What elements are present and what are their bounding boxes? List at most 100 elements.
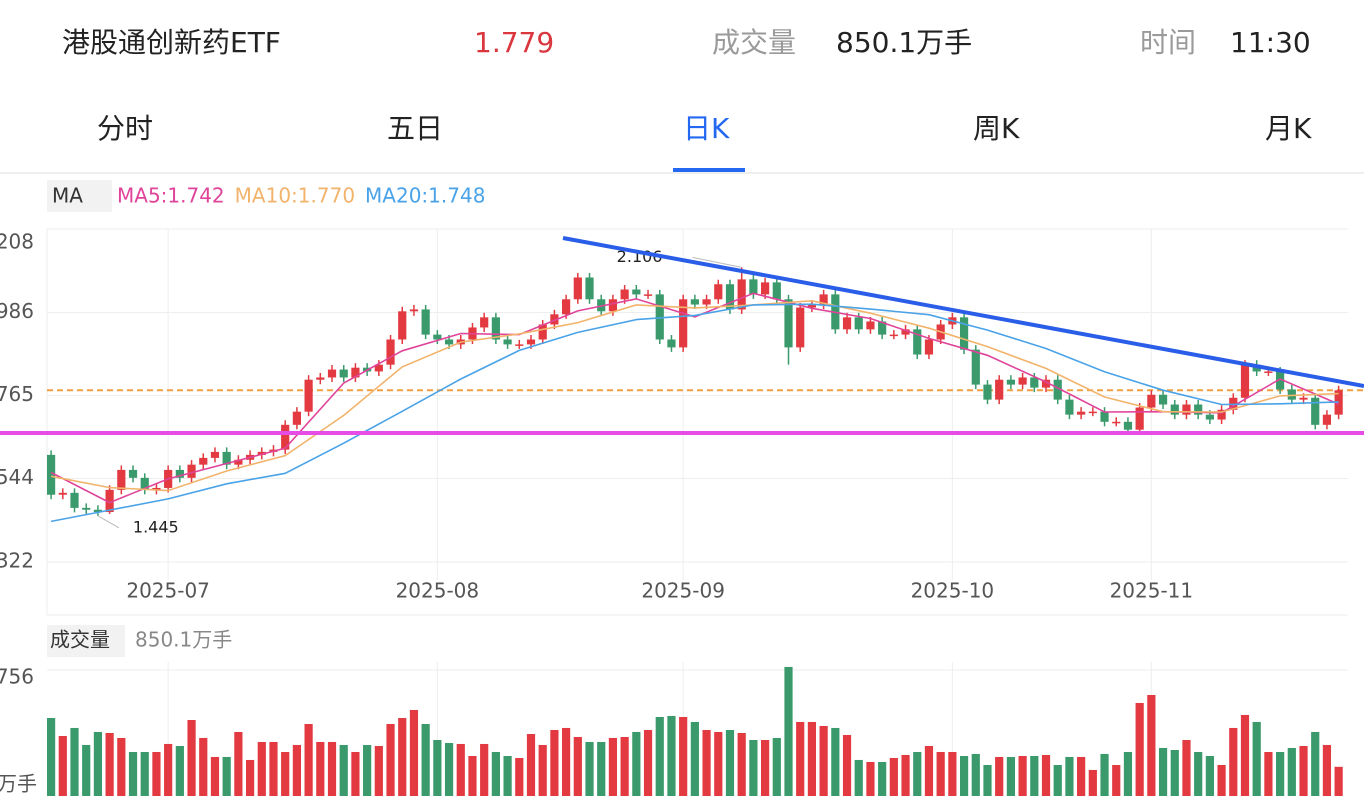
- candle-body: [1299, 397, 1308, 400]
- volume-bar: [1311, 731, 1320, 796]
- candle-body: [702, 299, 711, 305]
- candle-body: [82, 507, 91, 510]
- volume-bar: [70, 727, 79, 796]
- candle-body: [550, 314, 559, 325]
- volume-bar: [995, 756, 1004, 796]
- volume-bar: [1287, 747, 1296, 796]
- tab[interactable]: 分时: [97, 112, 153, 145]
- candle-body: [714, 284, 723, 300]
- candle-body: [199, 457, 208, 465]
- volume-bar: [327, 741, 337, 796]
- candle-body: [140, 477, 149, 490]
- indicator-box: [47, 180, 112, 212]
- candle-body: [924, 339, 934, 355]
- volume-bar: [889, 757, 898, 796]
- candle-body: [1088, 411, 1097, 414]
- kline-chart: 2.208 1.986 1.765 1.544 1.322 2025-07 2025-08 2…: [0, 184, 1364, 796]
- candle-body: [632, 289, 641, 295]
- volume-bar: [480, 743, 489, 796]
- annotation-label: 1.445: [133, 517, 179, 536]
- volume-bar: [901, 754, 910, 796]
- trend-line: [562, 236, 1364, 388]
- candle-body: [878, 321, 887, 335]
- volume-bar: [924, 745, 934, 796]
- y-tick-label: 1.544: [0, 465, 34, 489]
- candle-body: [526, 339, 536, 345]
- candle-body: [1123, 421, 1133, 430]
- candle-body: [889, 334, 898, 337]
- volume-panel-value: 850.1万手: [135, 628, 232, 652]
- volume-bar: [1252, 721, 1261, 796]
- volume-bar: [1077, 756, 1086, 796]
- ma-line: [50, 303, 1339, 523]
- candle-body: [1194, 404, 1203, 415]
- volume-bar: [760, 740, 770, 796]
- volume-bar: [152, 751, 161, 796]
- candle-body: [1217, 409, 1226, 420]
- volume-bar: [1264, 751, 1273, 796]
- volume-bar: [714, 731, 723, 796]
- volume-bar: [281, 751, 290, 796]
- candle-body: [421, 309, 430, 335]
- indicator-label: MA: [52, 184, 83, 208]
- candle-body: [1147, 394, 1156, 408]
- volume-bar: [620, 737, 629, 796]
- volume-unit: 万手: [0, 772, 37, 796]
- candle-body: [234, 459, 243, 465]
- volume-bar: [199, 737, 208, 796]
- volume-bar: [655, 716, 664, 796]
- candle-body: [620, 289, 629, 300]
- volume-box: [47, 625, 125, 657]
- candle-body: [1287, 389, 1296, 400]
- candle-body: [47, 454, 56, 495]
- candle-body: [959, 317, 969, 350]
- volume-value: 850.1万手: [836, 26, 972, 59]
- y-tick-label: 1.986: [0, 299, 34, 323]
- volume-bar: [257, 741, 266, 796]
- volume-bar: [538, 744, 547, 796]
- candle-body: [327, 369, 337, 378]
- tab[interactable]: 五日: [387, 112, 443, 145]
- volume-bar: [1030, 756, 1039, 796]
- volume-bar: [737, 732, 746, 796]
- volume-bar: [1112, 764, 1121, 796]
- tab[interactable]: 周K: [973, 112, 1020, 145]
- candle-body: [807, 304, 817, 308]
- volume-bar: [1147, 694, 1156, 796]
- candle-body: [1030, 377, 1039, 388]
- volume-bar: [959, 756, 969, 796]
- tab[interactable]: 月K: [1265, 112, 1312, 145]
- candle-body: [210, 451, 220, 458]
- legend-entry: MA10:1.770: [235, 184, 355, 208]
- candle-body: [573, 277, 582, 300]
- volume-bar: [292, 744, 301, 796]
- volume-bar: [491, 751, 500, 796]
- volume-label: 成交量: [712, 26, 796, 59]
- candle-body: [866, 321, 875, 330]
- volume-bar: [749, 740, 758, 796]
- volume-bar: [679, 716, 688, 796]
- candle-body: [187, 464, 196, 478]
- candle-body: [117, 469, 126, 490]
- candle-body: [667, 339, 676, 348]
- candle-body: [1276, 371, 1285, 390]
- candle-body: [1112, 421, 1121, 424]
- volume-bar: [363, 744, 372, 796]
- candle-body: [995, 379, 1004, 400]
- candle-body: [281, 424, 290, 450]
- candle-body: [1170, 404, 1179, 415]
- header: 港股通创新药ETF 1.779 成交量 850.1万手 时间 11:30: [62, 26, 1311, 59]
- volume-bar: [304, 723, 313, 796]
- volume-bar: [1276, 751, 1285, 796]
- volume-bar: [164, 743, 173, 796]
- candle-body: [316, 377, 325, 380]
- tab[interactable]: 日K: [683, 112, 730, 145]
- y-tick-label: 2.208: [0, 230, 34, 254]
- volume-bar: [409, 709, 419, 796]
- volume-bar: [1194, 751, 1203, 796]
- volume-bar: [1334, 766, 1343, 796]
- x-tick-label: 2025-11: [1110, 579, 1194, 603]
- candle-body: [760, 282, 770, 295]
- volume-bar: [386, 723, 395, 796]
